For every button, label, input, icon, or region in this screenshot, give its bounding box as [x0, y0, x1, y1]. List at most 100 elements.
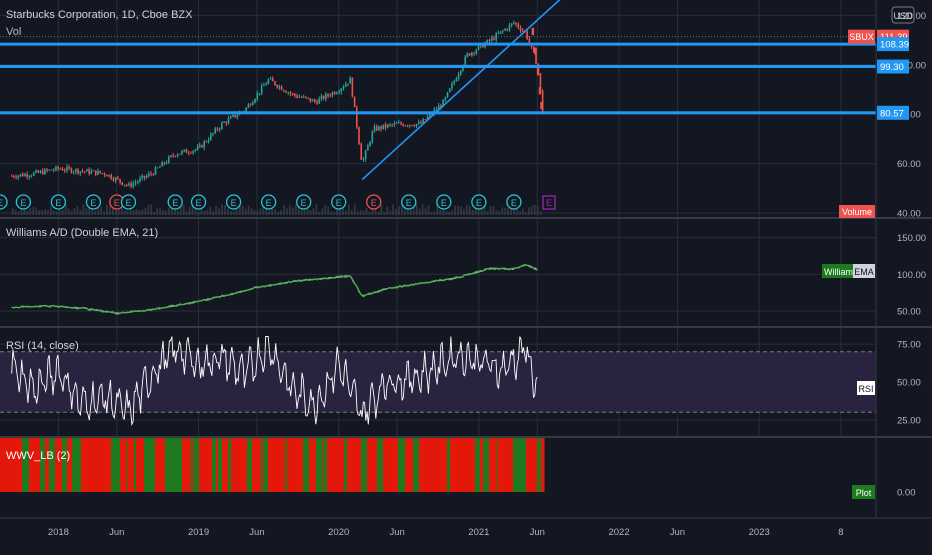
wwv-stripe: [375, 438, 377, 492]
price-candle-body: [380, 126, 382, 129]
price-candle-body: [369, 141, 371, 146]
wwv-stripe: [316, 438, 322, 492]
price-candle-body: [367, 145, 369, 151]
wwv-stripe: [142, 438, 144, 492]
price-candle-body: [429, 113, 431, 117]
volume-bar: [268, 210, 271, 215]
price-candle-body: [502, 30, 504, 32]
vol-label: Vol: [6, 26, 21, 38]
trendline[interactable]: [361, 0, 572, 181]
currency-label: USD: [893, 11, 913, 21]
wwv-stripe: [467, 438, 471, 492]
volume-bar: [280, 209, 282, 215]
volume-bar: [79, 209, 82, 215]
price-candle-body: [521, 30, 524, 32]
price-candle-body: [59, 168, 62, 170]
price-candle-body: [94, 170, 97, 175]
horizontal-levels[interactable]: [0, 42, 876, 115]
volume-bar: [41, 210, 43, 215]
price-candle-body: [119, 179, 121, 183]
price-candle-body: [364, 150, 367, 160]
wwv-stripe: [443, 438, 447, 492]
wwv-stripe: [72, 438, 77, 492]
wwv-stripe: [62, 438, 67, 492]
volume-bar: [377, 211, 380, 215]
volume-bar: [173, 207, 176, 215]
volume-bar: [244, 208, 247, 215]
volume-bar: [356, 211, 359, 215]
wwv-stripe: [513, 438, 519, 492]
wwv-stripe: [136, 438, 142, 492]
earnings-marker: [542, 195, 556, 210]
volume-bar: [162, 210, 164, 215]
price-candle-body: [504, 29, 506, 31]
price-candle-body: [57, 166, 59, 169]
wwv-stripe: [205, 438, 212, 492]
volume-bar: [433, 211, 436, 215]
price-candle-body: [159, 166, 161, 168]
price-candle-body: [513, 22, 515, 24]
time-axis[interactable]: 2018 Jun 2019 Jun 2020 Jun 2021 Jun 2022 Jun 2023 8: [48, 527, 844, 538]
price-candle-body: [274, 81, 276, 86]
volume-bar: [44, 209, 46, 215]
volume-bar: [141, 209, 144, 215]
volume-bar: [291, 207, 294, 215]
price-axis-tick: 75.00: [897, 340, 921, 351]
price-axis-tick: 25.00: [897, 415, 921, 426]
price-candle-body: [46, 169, 48, 171]
volume-bar: [123, 210, 126, 215]
price-candle-body: [356, 107, 358, 128]
wwv-stripe: [451, 438, 454, 492]
price-candle-body: [318, 98, 321, 104]
price-candle-body: [406, 125, 409, 127]
wwv-stripe: [354, 438, 361, 492]
wwv-stripe: [29, 438, 34, 492]
price-candle-body: [495, 33, 497, 40]
volume-bar: [17, 211, 20, 215]
price-candle-body: [207, 140, 210, 142]
price-candle-body: [81, 171, 84, 172]
volume-bar: [401, 204, 403, 215]
currency-button[interactable]: USD: [891, 6, 915, 24]
price-candle-body: [179, 153, 181, 155]
volume-bar: [179, 206, 182, 215]
volume-bar: [483, 204, 486, 215]
earnings-marker-label: E: [196, 198, 202, 208]
price-candle-body: [232, 114, 234, 117]
volume-bar: [427, 205, 430, 215]
volume-bar: [229, 211, 232, 215]
price-candle-body: [322, 96, 325, 99]
price-candle-body: [203, 141, 205, 148]
wwv-stripe: [347, 438, 354, 492]
volume-bar: [97, 206, 100, 215]
earnings-marker: [225, 194, 242, 210]
price-candle-body: [358, 127, 360, 144]
price-candle-body: [338, 91, 340, 93]
price-candle-body: [351, 77, 354, 97]
volume-bar: [321, 208, 324, 215]
price-candle-body: [33, 172, 35, 176]
price-candle-body: [143, 175, 146, 178]
volume-bar: [238, 205, 241, 215]
wwv-stripe: [331, 438, 335, 492]
rsi-band: [0, 351, 876, 413]
price-tag-value: 80.57: [880, 108, 904, 119]
volume-bar: [362, 210, 365, 215]
volume-bar: [436, 204, 439, 215]
price-candle-body: [313, 99, 316, 102]
price-candle-body: [411, 124, 413, 126]
williams-ad-ema-line: [11, 264, 538, 314]
price-candle-body: [360, 143, 363, 160]
volume-bar: [26, 210, 29, 215]
wwv-stripe: [107, 438, 111, 492]
price-candle-body: [17, 175, 20, 178]
price-axis[interactable]: 120.00100.0080.0060.0040.00150.00100.005…: [897, 11, 926, 499]
price-candle-body: [448, 88, 451, 93]
price-candle-body: [302, 96, 305, 98]
price-candle-body: [139, 178, 141, 182]
price-candle-body: [384, 124, 387, 128]
volume-tag: Volume: [842, 207, 872, 217]
wwv-stripe: [501, 438, 506, 492]
chart-title: Starbucks Corporation, 1D, Cboe BZX: [6, 9, 193, 21]
volume-bar: [524, 211, 527, 215]
